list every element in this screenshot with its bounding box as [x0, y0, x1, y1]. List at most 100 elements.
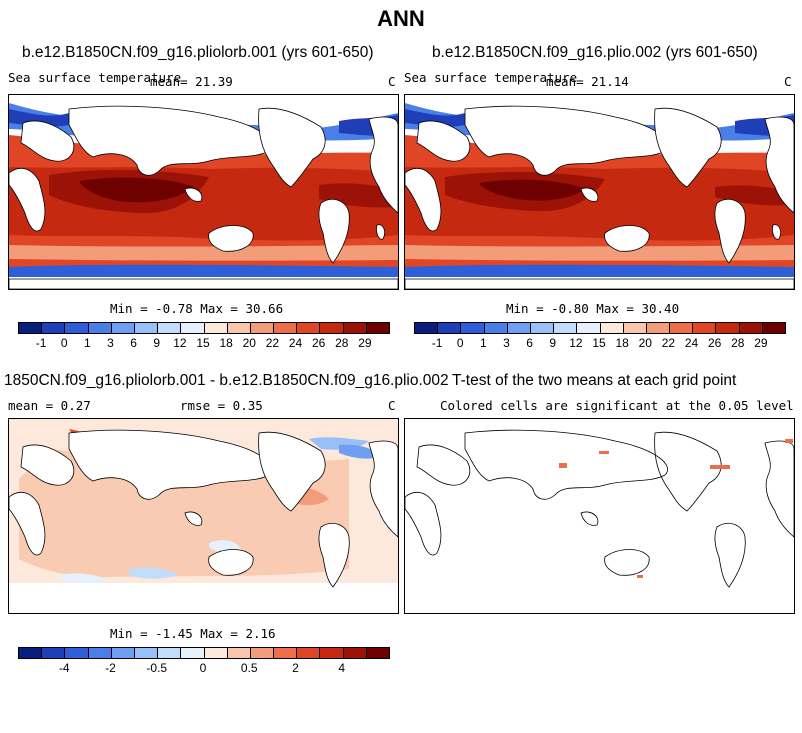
panel3-unit: C — [388, 398, 396, 413]
colorbar-swatch — [19, 648, 43, 658]
colorbar-tick-label: 15 — [196, 336, 210, 350]
colorbar-swatch — [297, 323, 321, 333]
colorbar-tick-label: 0 — [199, 661, 207, 675]
colorbar-swatch — [297, 648, 321, 658]
colorbar-swatch — [461, 323, 485, 333]
colorbar-tick-label: 24 — [288, 336, 303, 350]
colorbar-tick-label: 29 — [754, 336, 768, 350]
colorbar-swatch — [438, 323, 462, 333]
colorbar-swatch — [204, 323, 228, 333]
colorbar-tick-label: 0 — [60, 336, 68, 350]
colorbar-tick-label: 15 — [592, 336, 606, 350]
colorbar-tick-label: 26 — [311, 336, 326, 350]
panel2-variable: Sea surface temperature — [404, 70, 578, 85]
colorbar-swatch — [274, 323, 298, 333]
colorbar-swatch — [623, 323, 647, 333]
colorbar-tick-label: 2 — [292, 661, 299, 675]
panel2-unit: C — [784, 74, 792, 89]
colorbar-tick-label: -2 — [105, 661, 116, 675]
colorbar-tick-label: 6 — [130, 336, 137, 350]
panel1-variable: Sea surface temperature — [8, 70, 182, 85]
colorbar-swatch — [181, 648, 205, 658]
colorbar-tick-label: -4 — [58, 661, 70, 675]
panel1-unit: C — [388, 74, 396, 89]
colorbar-swatch — [227, 648, 251, 658]
colorbar-swatch — [250, 323, 275, 333]
colorbar-swatch — [65, 648, 89, 658]
panel3-rmse: rmse = 0.35 — [180, 398, 263, 413]
panel1-title: b.e12.B1850CN.f09_g16.pliolorb.001 (yrs … — [22, 44, 374, 61]
panel2-colorbar — [414, 322, 786, 334]
panel2-title: b.e12.B1850CN.f09_g16.plio.002 (yrs 601-… — [432, 44, 758, 61]
colorbar-tick-label: 0.5 — [240, 661, 258, 675]
colorbar-tick-label: 24 — [684, 336, 699, 350]
colorbar-tick-label: 0 — [456, 336, 464, 350]
panel4-title: T-test of the two means at each grid poi… — [452, 372, 737, 389]
colorbar-tick-label: 6 — [526, 336, 533, 350]
panel1-colorbar — [18, 322, 390, 334]
panel2-map — [404, 94, 795, 290]
colorbar-swatch — [111, 323, 135, 333]
colorbar-swatch — [158, 323, 182, 333]
colorbar-swatch — [320, 323, 344, 333]
colorbar-tick-label: -0.5 — [146, 661, 168, 675]
colorbar-tick-label: 22 — [661, 336, 676, 350]
panel2-minmax: Min = -0.80 Max = 30.40 — [506, 301, 680, 316]
colorbar-swatch — [415, 323, 439, 333]
colorbar-tick-label: 22 — [265, 336, 280, 350]
colorbar-tick-label: -1 — [35, 336, 47, 350]
colorbar-swatch — [739, 323, 763, 333]
colorbar-swatch — [181, 323, 205, 333]
colorbar-tick-label: 28 — [731, 336, 745, 350]
colorbar-swatch — [134, 648, 159, 658]
panel3-colorbar — [18, 647, 390, 659]
colorbar-swatch — [158, 648, 182, 658]
colorbar-tick-label: 20 — [242, 336, 256, 350]
colorbar-swatch — [19, 323, 43, 333]
colorbar-swatch — [88, 323, 112, 333]
colorbar-swatch — [554, 323, 578, 333]
colorbar-swatch — [204, 648, 228, 658]
panel3-title: 1850CN.f09_g16.pliolorb.001 - b.e12.B185… — [4, 372, 449, 389]
colorbar-swatch — [646, 323, 671, 333]
colorbar-swatch — [484, 323, 508, 333]
colorbar-tick-label: 18 — [219, 336, 233, 350]
colorbar-tick-label: 29 — [358, 336, 372, 350]
panel4-subtitle: Colored cells are significant at the 0.0… — [440, 398, 794, 413]
panel1-mean: mean= 21.39 — [150, 74, 233, 89]
panel3-minmax: Min = -1.45 Max = 2.16 — [110, 626, 276, 641]
colorbar-swatch — [250, 648, 275, 658]
colorbar-tick-label: 12 — [173, 336, 187, 350]
colorbar-swatch — [507, 323, 531, 333]
colorbar-swatch — [693, 323, 717, 333]
colorbar-tick-label: 3 — [107, 336, 114, 350]
colorbar-tick-label: 1 — [480, 336, 487, 350]
colorbar-swatch — [227, 323, 251, 333]
colorbar-tick-label: 9 — [153, 336, 161, 350]
colorbar-swatch — [134, 323, 159, 333]
colorbar-swatch — [530, 323, 555, 333]
colorbar-tick-label: 18 — [615, 336, 629, 350]
colorbar-swatch — [762, 323, 785, 333]
colorbar-swatch — [343, 648, 367, 658]
colorbar-swatch — [320, 648, 344, 658]
colorbar-swatch — [88, 648, 112, 658]
colorbar-tick-label: 26 — [707, 336, 722, 350]
colorbar-swatch — [343, 323, 367, 333]
colorbar-swatch — [65, 323, 89, 333]
colorbar-tick-label: 9 — [549, 336, 557, 350]
panel1-minmax: Min = -0.78 Max = 30.66 — [110, 301, 284, 316]
colorbar-swatch — [366, 648, 389, 658]
colorbar-swatch — [274, 648, 298, 658]
colorbar-tick-label: 12 — [569, 336, 583, 350]
colorbar-swatch — [577, 323, 601, 333]
colorbar-swatch — [716, 323, 740, 333]
colorbar-tick-label: 20 — [638, 336, 652, 350]
colorbar-swatch — [366, 323, 389, 333]
panel2-mean: mean= 21.14 — [546, 74, 629, 89]
colorbar-tick-label: 1 — [84, 336, 91, 350]
colorbar-tick-label: 28 — [335, 336, 349, 350]
colorbar-swatch — [111, 648, 135, 658]
colorbar-swatch — [670, 323, 694, 333]
panel3-mean: mean = 0.27 — [8, 398, 91, 413]
